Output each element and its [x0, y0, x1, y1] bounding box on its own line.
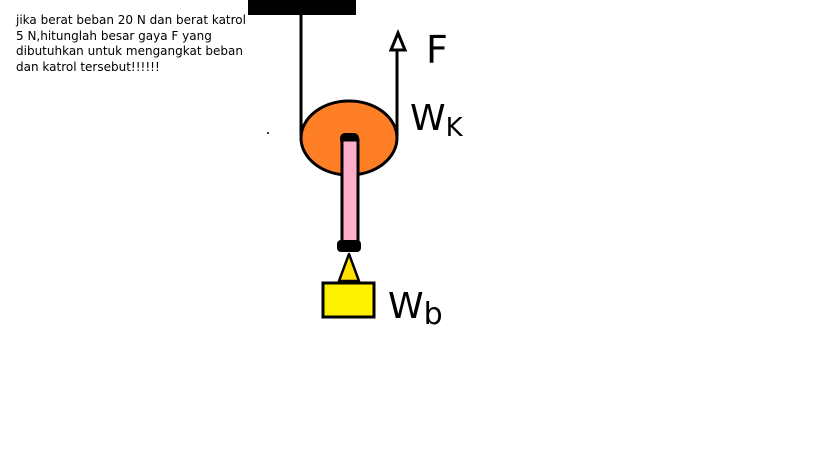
pulley-weight-sub: K	[446, 113, 464, 143]
stray-dot	[267, 132, 269, 134]
load-weight-main: W	[388, 286, 424, 327]
ceiling-support	[248, 0, 356, 15]
force-label: F	[426, 28, 448, 72]
rod-clamp	[337, 240, 361, 252]
load-block	[321, 281, 376, 319]
force-arrowhead	[388, 29, 408, 52]
hook-triangle	[337, 252, 361, 283]
pulley-rod	[340, 138, 360, 248]
load-weight-label: Wb	[388, 286, 443, 332]
problem-text: jika berat beban 20 N dan berat katrol 5…	[16, 13, 246, 74]
pulley-weight-label: WK	[410, 98, 464, 143]
pulley-weight-main: W	[410, 98, 446, 139]
load-weight-sub: b	[424, 297, 443, 332]
